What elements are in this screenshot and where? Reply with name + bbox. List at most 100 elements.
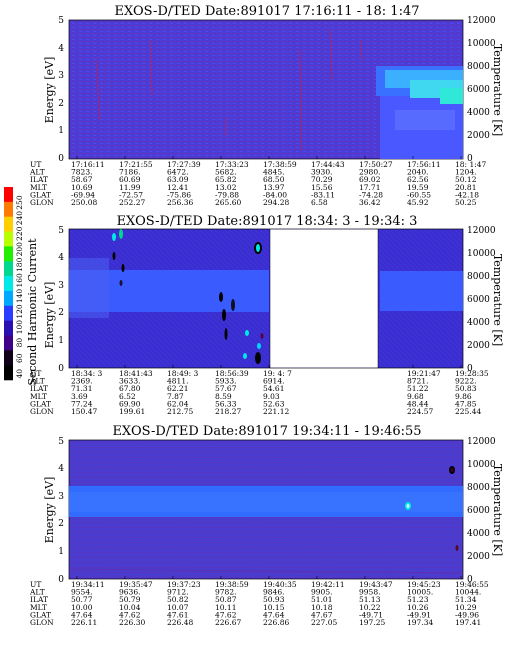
ephemeris-cell: 69.02 [359,175,381,184]
ephemeris-cell: -75.86 [167,190,191,199]
ephemeris-cell: 9782. [215,588,236,597]
panel-2: EXOS-D/TED Date:891017 18:34: 3 - 19:34:… [43,214,504,374]
colorbar-tick: 240 [15,211,24,226]
ephemeris-cell: 45.92 [407,198,429,207]
ephemeris-cell: 8.59 [215,392,232,401]
ephemeris-row-label: UT [30,369,41,378]
ephemeris-cell: 225.44 [455,407,481,416]
colorbar-swatch [4,320,13,336]
colorbar-swatch [4,290,13,307]
ephemeris-cell: 50.93 [263,595,285,604]
p2-rtick: 10000 [467,249,496,259]
ephemeris-cell: 212.75 [167,407,193,416]
ephemeris-cell: 47.64 [263,610,285,619]
panel-2-title: EXOS-D/TED Date:891017 18:34: 3 - 19:34:… [117,214,418,229]
ephemeris-row-label: ALT [29,377,45,386]
ephemeris-cell: 2980. [359,168,380,177]
ephemeris-cell: 294.28 [263,198,289,207]
p1-ytick: 3 [58,71,64,81]
ephemeris-cell: 226.86 [263,618,289,627]
ephemeris-cell: -79.88 [215,190,239,199]
ephemeris-cell: 15.56 [311,183,333,192]
x-tick-marks [76,156,462,579]
ephemeris-cell: 4845. [263,168,284,177]
ephemeris-cell: -74.28 [359,190,383,199]
p2-rtick: 2000 [467,341,490,351]
p3-ytick: 1 [58,547,64,557]
ephemeris-cell: 10.69 [71,183,93,192]
ephemeris-cell: 6.52 [119,392,136,401]
ephemeris-tables: UTALTILATMLTGLATGLON17:16:117823.58.6710… [29,160,489,627]
ephemeris-row-label: GLON [30,618,54,627]
ephemeris-cell: 50.82 [167,595,189,604]
colorbar-swatch [4,216,13,232]
p1-ytick: 1 [58,126,64,136]
ephemeris-cell: 47.85 [455,399,477,408]
colorbar-swatch [4,335,13,351]
ephemeris-cell: 250.08 [71,198,97,207]
ephemeris-cell: 9636. [119,588,140,597]
p1-rtick: 10000 [467,39,496,49]
colorbar-label: Second Harmonic Current [26,238,39,386]
ephemeris-cell: 18:34: 3 [71,369,103,378]
ephemeris-cell: 7186. [119,168,140,177]
ephemeris-cell: 19:37:23 [167,580,201,589]
p3-rtick: 8000 [467,483,490,493]
ephemeris-cell: -72.57 [119,190,143,199]
ephemeris-cell: 252.27 [119,198,145,207]
ephemeris-cell: 19:43:47 [359,580,393,589]
colorbar-swatch [4,261,13,277]
ephemeris-cell: 6.58 [311,198,328,207]
ephemeris-cell: 50.87 [215,595,237,604]
ephemeris-cell: 9.03 [263,392,280,401]
p3-rtick: 0 [467,575,473,585]
ephemeris-cell: 51.13 [359,595,381,604]
ephemeris-cell: 58.67 [71,175,93,184]
ephemeris-cell: 50.77 [71,595,93,604]
ephemeris-cell: -84.00 [263,190,287,199]
ephemeris-cell: 197.34 [407,618,433,627]
ephemeris-cell: -69.94 [71,190,95,199]
ephemeris-cell: 63.09 [167,175,189,184]
ephemeris-cell: 17:27:39 [167,160,201,169]
colorbar-tick: 200 [15,242,24,257]
panel-3: EXOS-D/TED Date:891017 19:34:11 - 19:46:… [43,424,504,585]
p3-rtick: 6000 [467,506,490,516]
ephemeris-cell: 50.12 [455,175,477,184]
ephemeris-cell: 19:46:55 [455,580,489,589]
colorbar-tick: 160 [15,273,24,288]
ephemeris-cell: 60.69 [119,175,141,184]
ephemeris-cell: 17:44:43 [311,160,345,169]
ephemeris-cell: 150.47 [71,407,97,416]
panel-1-right-axis: 0 2000 4000 6000 8000 10000 12000 Temper… [467,16,504,164]
ephemeris-cell: 9.68 [407,392,424,401]
ephemeris-row-label: MLT [30,392,47,401]
ephemeris-cell: 17:21:55 [119,160,153,169]
p3-rtick: 12000 [467,437,496,447]
ephemeris-cell: 62.21 [167,384,188,393]
ephemeris-row-label: MLT [30,603,47,612]
ephemeris-cell: 18: 1:47 [455,160,487,169]
ephemeris-cell: 17:38:59 [263,160,297,169]
p3-ytick: 5 [58,437,64,447]
ephemeris-cell: 20.81 [455,183,476,192]
ephemeris-cell: 10.11 [215,603,236,612]
ephemeris-cell: 265.60 [215,198,241,207]
p1-rtick: 0 [467,154,473,164]
p1-rtick: 12000 [467,16,496,26]
ephemeris-cell: 3.69 [71,392,88,401]
panel-2-features [112,229,264,364]
ephemeris-cell: 47.61 [167,610,188,619]
ephemeris-cell: 9905. [311,588,332,597]
ephemeris-cell: 19:38:59 [215,580,249,589]
ephemeris-cell: 17:50:27 [359,160,393,169]
panel-2-ylabel: Energy [eV] [43,282,56,349]
ephemeris-cell: 10.29 [455,603,477,612]
p2-rtick: 4000 [467,318,490,328]
ephemeris-cell: 10.22 [359,603,381,612]
ephemeris-cell: 51.23 [407,595,429,604]
ephemeris-cell: 13.97 [263,183,285,192]
ephemeris-cell: 5682. [215,168,236,177]
ephemeris-cell: 50.83 [455,384,477,393]
p2-ytick: 5 [58,226,64,236]
